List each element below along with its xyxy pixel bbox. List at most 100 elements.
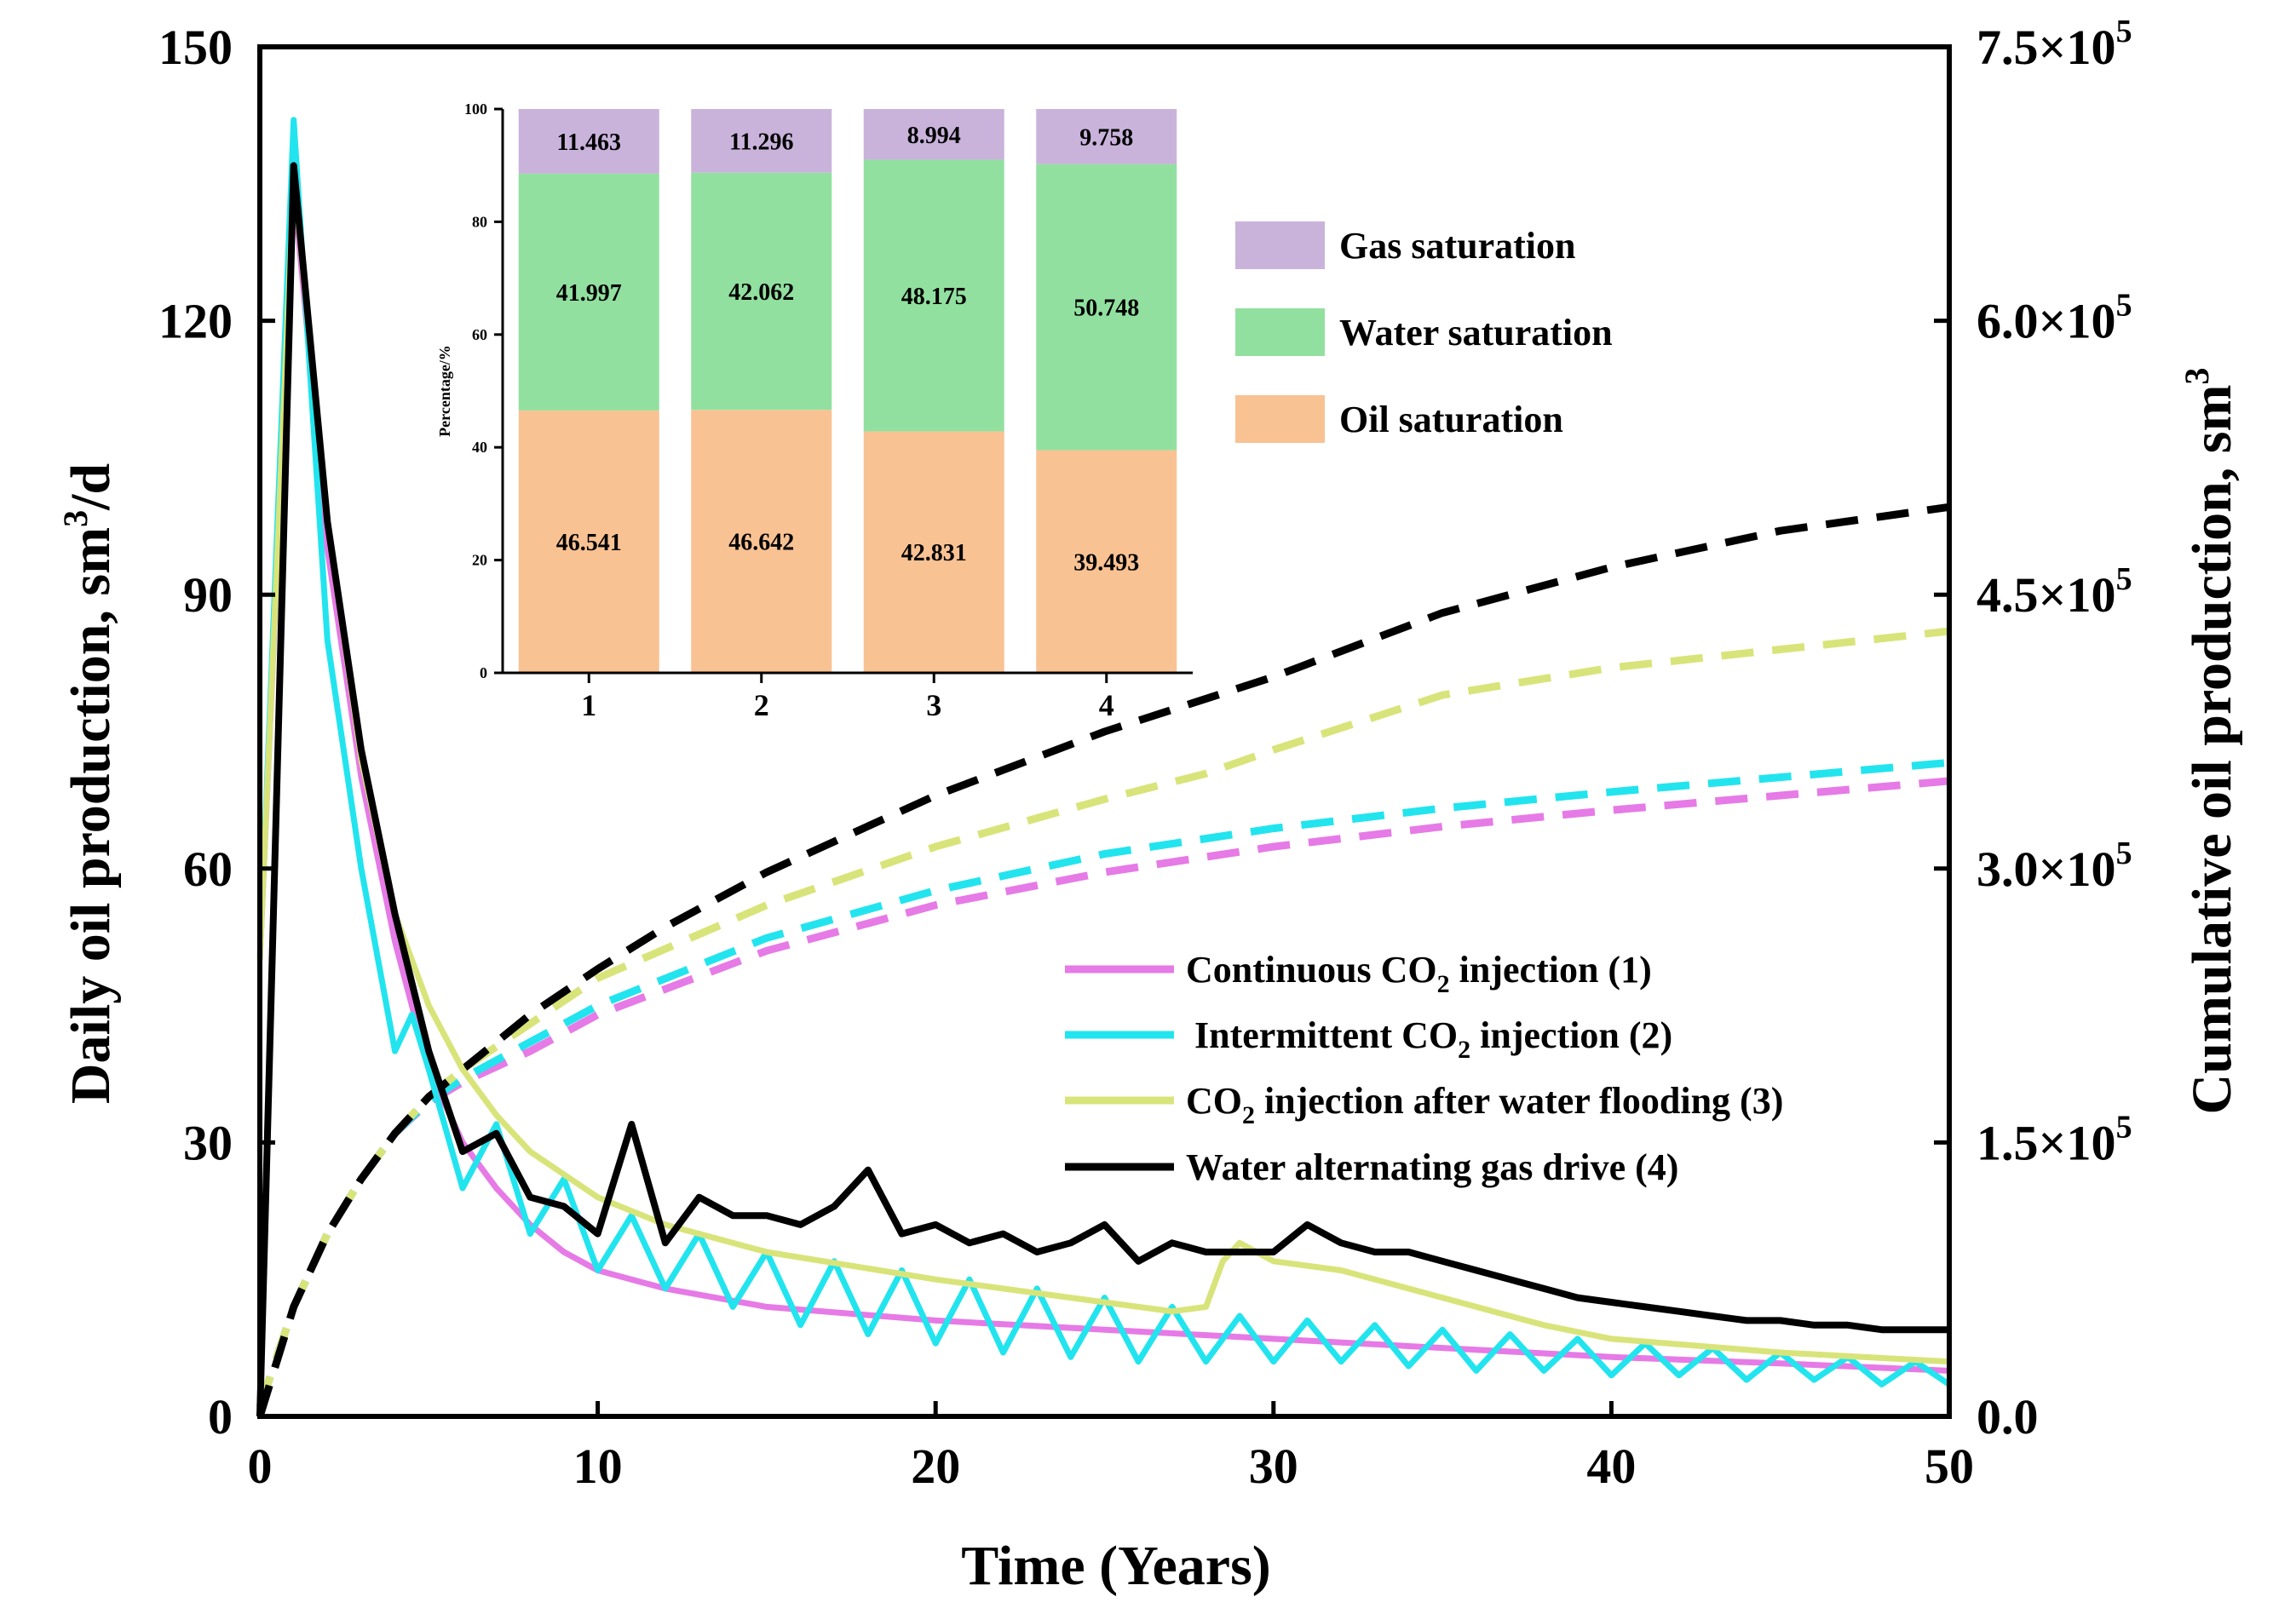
inset-bar-value-label: 48.175 (901, 284, 967, 310)
inset-legend: Gas saturation Water saturation Oil satura… (1235, 221, 1613, 443)
legend-label-1: Continuous CO2 injection (1) (1186, 949, 1652, 998)
inset-bar-value-label: 42.831 (901, 540, 967, 566)
inset-bar-gas-saturation (863, 109, 1004, 160)
inset-legend-swatch (1235, 308, 1325, 356)
inset-bar-oil-saturation (863, 431, 1004, 673)
legend-label-2: Intermittent CO2 injection (2) (1194, 1014, 1672, 1064)
y2-tick-label: 0.0 (1977, 1389, 2039, 1445)
inset-legend-swatch (1235, 221, 1325, 269)
y-axis-title-text: Daily oil production, sm (60, 527, 122, 1104)
inset-bar-water-saturation (691, 172, 832, 411)
y-tick-label: 0 (208, 1389, 233, 1445)
axis-ticks: 0 10 20 30 40 5003060901201500.01.5×1053.0×10… (158, 14, 2132, 1494)
y2-tick-label: 1.5×105 (1977, 1109, 2132, 1170)
inset-bar-water-saturation (1036, 164, 1177, 451)
y2-tick-mantissa: 6.0×10 (1977, 294, 2116, 349)
y2-tick-label: 6.0×105 (1977, 288, 2132, 349)
inset-y-tick-label: 40 (472, 439, 487, 456)
inset-x-tick-label: 2 (754, 688, 769, 722)
legend-label-3: CO2 injection after water flooding (3) (1186, 1080, 1783, 1129)
y2-tick-exponent: 5 (2116, 561, 2132, 597)
inset-y-tick-label: 0 (480, 664, 487, 681)
y2-tick-label: 4.5×105 (1977, 561, 2132, 623)
axes-frame (257, 44, 1952, 1419)
y2-tick-mantissa: 7.5×10 (1977, 20, 2116, 75)
y-axis-title: Daily oil production, sm3/d (56, 463, 122, 1104)
legend-label-text: Water alternating gas drive (4) (1186, 1146, 1678, 1188)
cumulative-line-3 (256, 627, 1950, 1409)
legend-label-subscript: 2 (1437, 970, 1450, 998)
y2-tick-exponent: 5 (2116, 1109, 2132, 1145)
inset-bar-value-label: 39.493 (1073, 549, 1139, 576)
inset-y-tick-label: 60 (472, 326, 487, 343)
inset-legend-label: Gas saturation (1339, 225, 1575, 267)
y2-tick-exponent: 5 (2116, 836, 2132, 871)
inset-bar-value-label: 8.994 (907, 123, 961, 149)
x-tick-label: 30 (1249, 1439, 1298, 1494)
y2-axis-title-sup: 3 (2178, 368, 2216, 385)
x-axis-title: Time (Years) (961, 1535, 1271, 1597)
inset-legend-label: Water saturation (1339, 312, 1613, 353)
legend-label-suffix: injection after water flooding (3) (1255, 1080, 1783, 1122)
inset-legend-swatch (1235, 395, 1325, 443)
y-axis-title-suffix: /d (60, 463, 122, 511)
cumulative-line-4 (256, 503, 1950, 1418)
inset-bar-value-label: 9.758 (1079, 124, 1133, 151)
inset-bar-value-label: 41.997 (556, 280, 622, 307)
inset-bar-gas-saturation (691, 109, 832, 173)
legend-label-text: CO (1186, 1080, 1242, 1122)
daily-line-1 (256, 181, 1950, 1374)
y2-tick-mantissa: 0.0 (1977, 1389, 2039, 1445)
plot-frame (257, 44, 1952, 1419)
daily-line-4 (256, 162, 1949, 1417)
inset-legend-label: Oil saturation (1339, 399, 1563, 440)
legend-label-text: Intermittent CO (1194, 1014, 1458, 1056)
inset-bar-value-label: 46.642 (728, 530, 794, 556)
y2-tick-mantissa: 1.5×10 (1977, 1115, 2116, 1170)
y2-tick-exponent: 5 (2116, 288, 2132, 324)
y2-axis-title: Cumulative oil production, sm3 (2178, 368, 2243, 1115)
inset-bar-value-label: 11.463 (557, 129, 621, 156)
inset-bar-value-label: 50.748 (1073, 296, 1139, 322)
daily-lines (256, 117, 1951, 1417)
legend-label-text: Continuous CO (1186, 949, 1437, 991)
y-tick-label: 150 (158, 20, 233, 75)
legend-label-4: Water alternating gas drive (4) (1186, 1146, 1678, 1188)
inset-bar-oil-saturation (518, 410, 659, 673)
inset-y-tick-label: 20 (472, 552, 487, 569)
inset-bar-gas-saturation (1036, 109, 1177, 164)
y-tick-label: 60 (183, 841, 233, 897)
x-tick-label: 10 (573, 1439, 623, 1494)
legend-label-subscript: 2 (1242, 1101, 1255, 1129)
y-tick-label: 30 (183, 1115, 233, 1170)
inset-bar-water-saturation (863, 159, 1004, 432)
legend-label-suffix: injection (1) (1450, 949, 1652, 991)
y-tick-label: 90 (183, 567, 233, 623)
x-tick-label: 50 (1925, 1439, 1974, 1494)
inset-bar-gas-saturation (518, 108, 659, 174)
y-tick-label: 120 (158, 294, 233, 349)
inset-bar-water-saturation (518, 173, 659, 411)
legend: Continuous CO2 injection (1)Intermittent… (1065, 949, 1783, 1188)
inset-bar-value-label: 46.541 (556, 530, 622, 556)
legend-label-suffix: injection (2) (1470, 1014, 1672, 1056)
y2-tick-label: 7.5×105 (1977, 14, 2132, 75)
y2-tick-exponent: 5 (2116, 14, 2132, 49)
inset-y-axis-title: Percentage/% (436, 345, 453, 437)
x-tick-label: 0 (248, 1439, 273, 1494)
inset-y-tick-label: 100 (464, 101, 487, 118)
inset-bar-value-label: 42.062 (728, 279, 794, 306)
x-tick-label: 40 (1586, 1439, 1636, 1494)
y2-tick-label: 3.0×105 (1977, 836, 2132, 897)
cumulative-lines (256, 503, 1950, 1418)
x-tick-label: 20 (911, 1439, 960, 1494)
inset-bar-oil-saturation (1036, 450, 1177, 673)
inset-x-tick-label: 1 (581, 688, 596, 722)
y2-axis-title-text: Cumulative oil production, sm (2181, 385, 2243, 1115)
inset-y-tick-label: 80 (472, 213, 487, 230)
daily-line-2 (256, 117, 1951, 1387)
inset-bar-value-label: 11.296 (729, 129, 793, 155)
inset-x-tick-label: 4 (1099, 688, 1114, 722)
y2-tick-mantissa: 3.0×10 (1977, 841, 2116, 897)
